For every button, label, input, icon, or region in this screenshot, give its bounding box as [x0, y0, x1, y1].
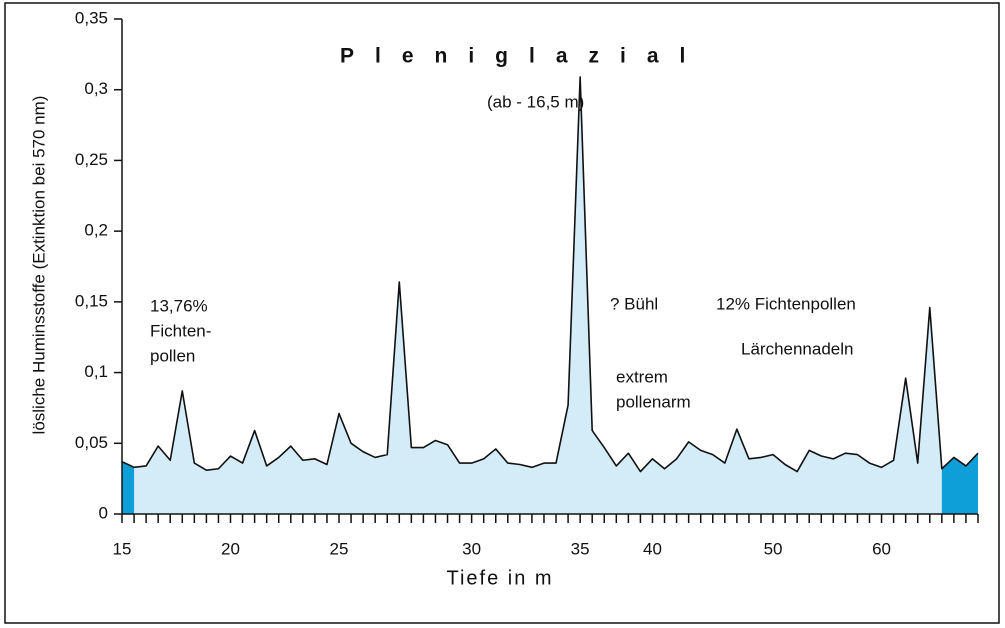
x-tick-label: 40: [643, 539, 662, 558]
y-tick-label: 0,3: [84, 79, 108, 98]
x-axis-title: Tiefe in m: [446, 567, 553, 589]
annotation: ? Bühl: [610, 294, 658, 313]
y-tick-label: 0,35: [75, 8, 108, 27]
annotation: (ab - 16,5 m): [487, 92, 584, 111]
y-tick-label: 0: [99, 503, 108, 522]
highlight-area: [122, 461, 135, 514]
annotation: pollen: [150, 346, 195, 365]
highlight-area: [941, 453, 978, 514]
y-tick-label: 0,25: [75, 150, 108, 169]
y-axis-title: lösliche Huminsstoffe (Extinktion bei 57…: [29, 96, 48, 435]
chart-title: Pleniglazial: [340, 45, 706, 68]
annotation: Fichten-: [150, 321, 211, 340]
y-tick-label: 0,05: [75, 433, 108, 452]
annotation: pollenarm: [616, 392, 691, 411]
x-tick-label: 30: [462, 539, 481, 558]
x-tick-label: 20: [221, 539, 240, 558]
y-tick-label: 0,15: [75, 291, 108, 310]
x-tick-label: 60: [872, 539, 891, 558]
annotation: extrem: [616, 367, 668, 386]
y-tick-label: 0,1: [84, 362, 108, 381]
area-line: [121, 76, 979, 473]
x-tick-label: 35: [571, 539, 590, 558]
annotation: 13,76%: [150, 296, 208, 315]
x-tick-label: 15: [113, 539, 132, 558]
annotation: 12% Fichtenpollen: [716, 294, 856, 313]
x-tick-label: 50: [764, 539, 783, 558]
x-tick-label: 25: [330, 539, 349, 558]
frame: [4, 2, 1000, 624]
y-tick-label: 0,2: [84, 221, 108, 240]
annotation: Lärchennadeln: [741, 339, 853, 358]
